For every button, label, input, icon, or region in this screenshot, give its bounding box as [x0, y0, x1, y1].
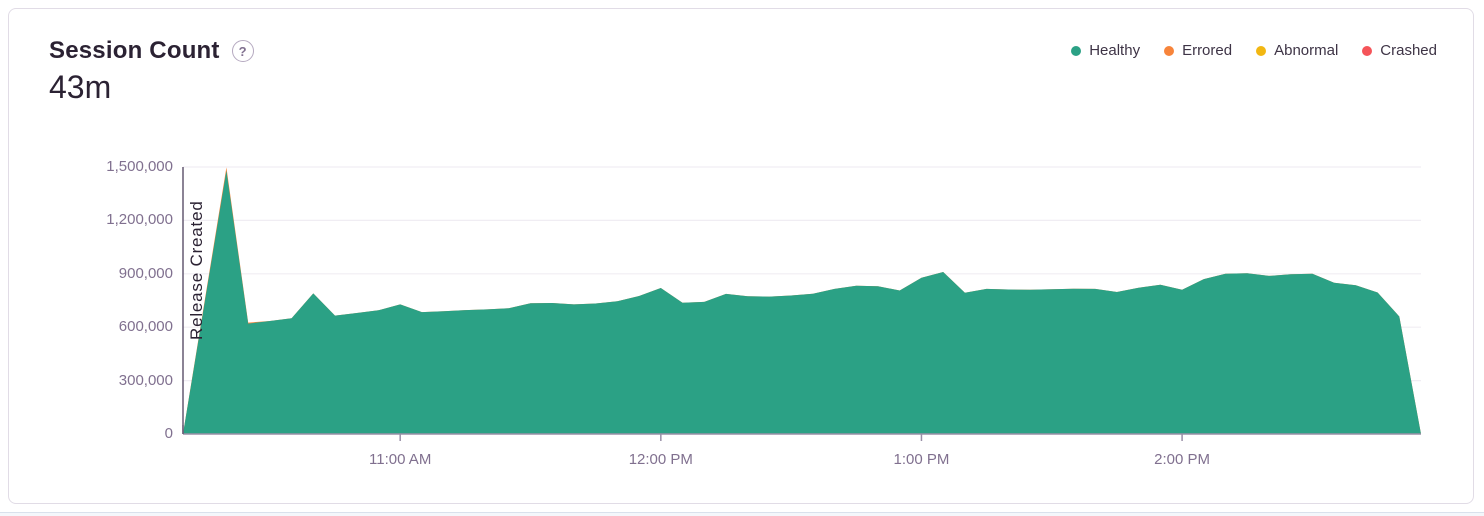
legend-label: Crashed: [1380, 42, 1437, 59]
healthy-area: [183, 170, 1421, 434]
chart-canvas[interactable]: [9, 9, 1475, 505]
question-mark: ?: [238, 43, 247, 59]
session-count-card: 0 300,000 600,000 900,000 1,200,000 1,500,000…: [8, 8, 1474, 504]
legend-label: Abnormal: [1274, 42, 1339, 59]
release-annotation-label: Release Created: [187, 200, 206, 340]
session-count-chart[interactable]: 0 300,000 600,000 900,000 1,200,000 1,500,000…: [9, 9, 1475, 505]
legend-item-healthy[interactable]: Healthy: [1071, 42, 1140, 59]
crashed-dot-icon: [1362, 45, 1373, 56]
errored-dot-icon: [1164, 45, 1175, 56]
chart-legend: Healthy Errored Abnormal Crashed: [1071, 42, 1437, 59]
next-panel-edge: [0, 512, 1484, 516]
help-icon[interactable]: ?: [231, 40, 254, 62]
session-total-value: 43m: [49, 69, 112, 105]
legend-item-crashed[interactable]: Crashed: [1362, 42, 1437, 59]
abnormal-dot-icon: [1256, 45, 1267, 56]
legend-item-abnormal[interactable]: Abnormal: [1256, 42, 1338, 59]
legend-label: Healthy: [1089, 42, 1141, 59]
healthy-dot-icon: [1071, 45, 1082, 56]
panel-title: Session Count: [49, 37, 220, 64]
legend-label: Errored: [1182, 42, 1233, 59]
panel-header: Session Count ?: [49, 37, 254, 65]
legend-item-errored[interactable]: Errored: [1164, 42, 1232, 59]
